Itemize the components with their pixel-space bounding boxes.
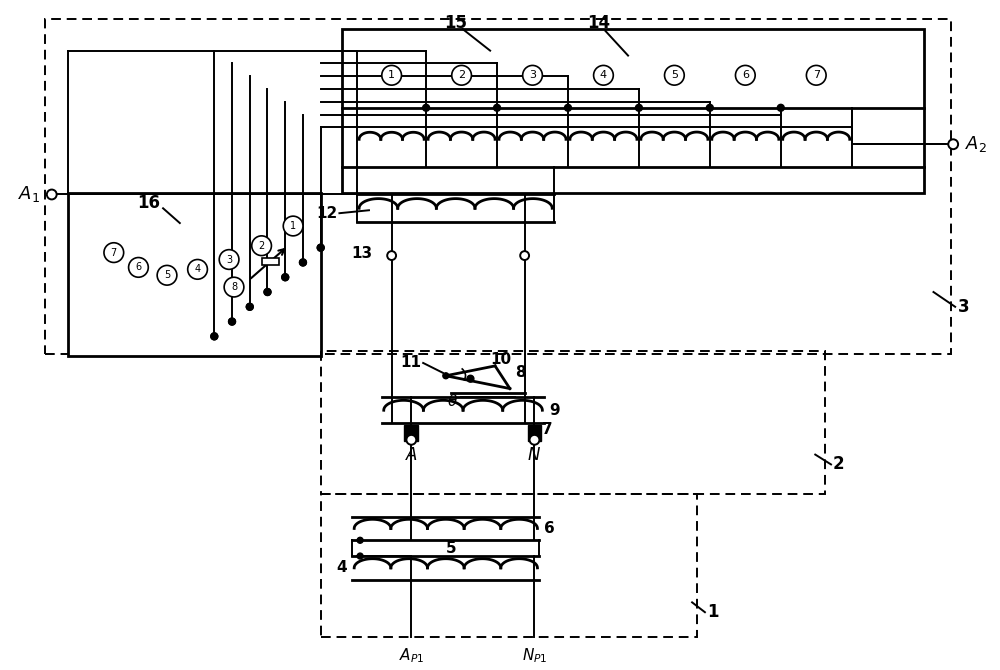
Text: 5: 5 (671, 70, 678, 80)
Circle shape (157, 265, 177, 285)
Circle shape (523, 66, 542, 85)
Circle shape (565, 105, 571, 111)
Circle shape (317, 245, 324, 251)
Text: 7: 7 (111, 248, 117, 257)
Circle shape (300, 259, 306, 266)
Text: 12: 12 (316, 206, 337, 220)
Bar (342, 29, 924, 194)
Text: 6: 6 (135, 263, 142, 273)
Circle shape (387, 251, 396, 260)
Text: 3: 3 (529, 70, 536, 80)
Text: 6: 6 (742, 70, 749, 80)
Text: 3: 3 (226, 255, 232, 265)
Text: 4: 4 (600, 70, 607, 80)
Circle shape (665, 66, 684, 85)
Circle shape (252, 236, 271, 255)
Circle shape (706, 105, 713, 111)
Circle shape (452, 66, 471, 85)
Circle shape (219, 250, 239, 269)
Bar (321, 351, 825, 494)
Circle shape (47, 190, 57, 200)
Circle shape (443, 373, 449, 379)
Circle shape (948, 139, 958, 149)
Circle shape (300, 259, 306, 266)
Text: 16: 16 (137, 194, 160, 212)
Circle shape (104, 243, 124, 263)
Text: 2: 2 (258, 241, 265, 251)
Bar (45, 19, 951, 354)
Text: 10: 10 (490, 352, 511, 366)
Text: 6: 6 (544, 521, 555, 536)
Circle shape (282, 274, 289, 281)
Text: 5: 5 (445, 541, 456, 555)
Circle shape (735, 66, 755, 85)
Circle shape (246, 304, 253, 310)
Circle shape (635, 105, 642, 111)
Text: 1: 1 (388, 70, 395, 80)
Text: 9: 9 (549, 403, 560, 417)
Bar (262, 257, 279, 265)
Circle shape (467, 375, 474, 382)
Text: 8: 8 (515, 365, 525, 381)
Text: 3: 3 (958, 297, 970, 316)
Circle shape (188, 259, 207, 279)
Text: $A_1$: $A_1$ (18, 184, 40, 204)
Circle shape (494, 105, 500, 111)
Bar (528, 425, 541, 441)
Bar (404, 425, 418, 441)
Text: $N$: $N$ (527, 447, 541, 464)
Circle shape (357, 537, 363, 543)
Text: 7: 7 (813, 70, 820, 80)
Circle shape (382, 66, 401, 85)
Circle shape (406, 435, 416, 445)
Text: $N_{P1}$: $N_{P1}$ (522, 647, 547, 665)
Circle shape (264, 289, 271, 295)
Circle shape (806, 66, 826, 85)
Text: 1: 1 (290, 221, 296, 231)
Circle shape (229, 318, 235, 325)
Text: 8: 8 (231, 282, 237, 292)
Circle shape (423, 105, 430, 111)
Bar (321, 494, 697, 636)
Text: 2: 2 (458, 70, 465, 80)
Text: $\theta$: $\theta$ (447, 393, 458, 409)
Text: 7: 7 (542, 423, 553, 438)
Text: $A_{P1}$: $A_{P1}$ (399, 647, 424, 665)
Circle shape (283, 216, 303, 236)
Text: 13: 13 (352, 246, 373, 261)
Text: 4: 4 (337, 560, 347, 576)
Text: 5: 5 (164, 270, 170, 280)
Text: $A_2$: $A_2$ (965, 134, 987, 154)
Circle shape (229, 318, 235, 325)
Text: 2: 2 (833, 456, 845, 474)
Text: $A$: $A$ (405, 447, 418, 464)
Circle shape (594, 66, 613, 85)
Text: 15: 15 (444, 14, 467, 32)
Circle shape (520, 251, 529, 260)
Circle shape (129, 257, 148, 277)
Circle shape (246, 304, 253, 310)
Text: 1: 1 (707, 603, 718, 621)
Circle shape (317, 245, 324, 251)
Circle shape (357, 553, 363, 559)
Circle shape (211, 333, 218, 340)
Circle shape (224, 277, 244, 297)
Circle shape (211, 333, 218, 340)
Circle shape (264, 289, 271, 295)
Text: 14: 14 (587, 14, 610, 32)
Text: 11: 11 (400, 356, 421, 371)
Circle shape (282, 274, 289, 281)
Circle shape (777, 105, 784, 111)
Bar (68, 194, 321, 356)
Circle shape (530, 435, 539, 445)
Text: 4: 4 (194, 265, 201, 274)
